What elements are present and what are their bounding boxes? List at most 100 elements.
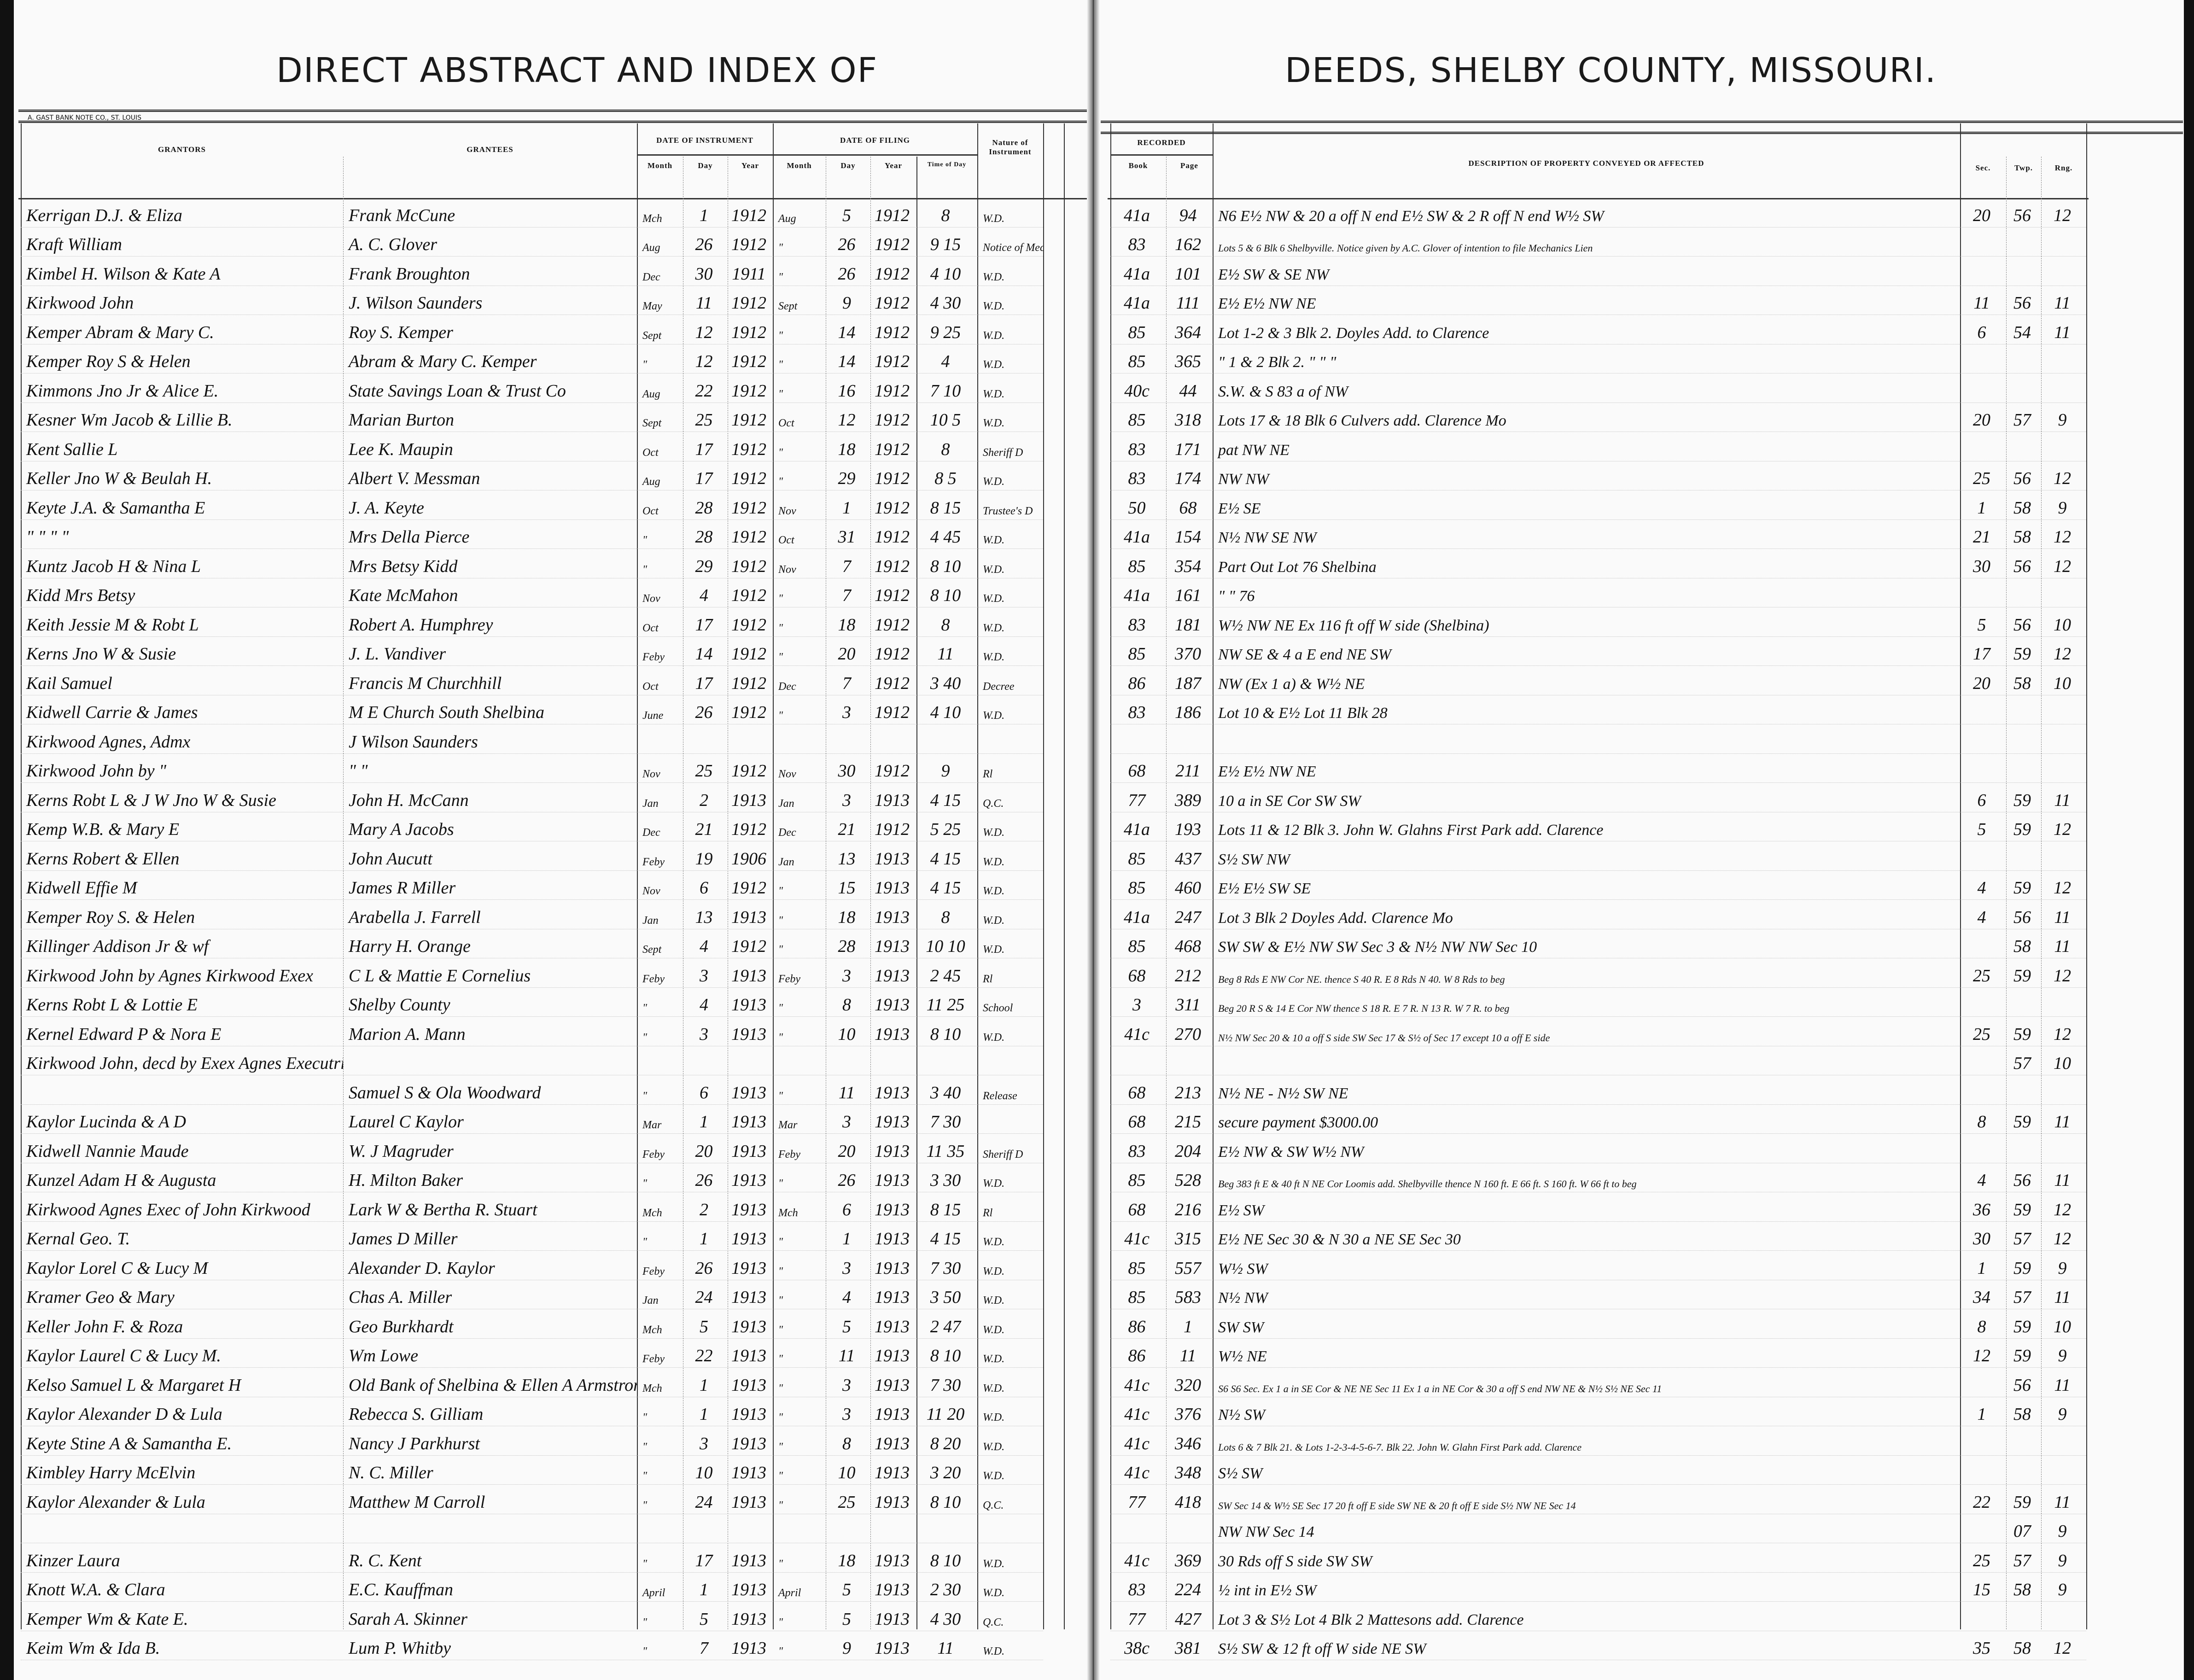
twp-cell: 54 xyxy=(2013,323,2031,342)
nature-cell: W.D. xyxy=(983,301,1005,312)
description-cell: NW NW Sec 14 xyxy=(1218,1524,1314,1540)
instrument-month-cell: " xyxy=(642,1003,648,1014)
book-cell: 85 xyxy=(1128,557,1146,576)
filing-day-cell: 18 xyxy=(838,440,856,459)
nature-cell: W.D. xyxy=(983,1324,1005,1336)
grantor-cell: Kaylor Alexander D & Lula xyxy=(26,1406,222,1424)
filing-time-cell: 10 5 xyxy=(930,411,961,430)
sec-cell: 4 xyxy=(1977,879,1986,898)
grantee-cell: Mary A Jacobs xyxy=(349,821,454,839)
grantee-cell xyxy=(343,1540,637,1543)
ledger-row: Kesner Wm Jacob & Lillie B. Marian Burton… xyxy=(21,403,1043,432)
filing-time-cell: 11 25 xyxy=(926,996,965,1015)
column-rule xyxy=(977,123,978,1629)
instrument-day-cell: 24 xyxy=(695,1289,713,1307)
ledger-row: " " " " Mrs Della Pierce " 28 1912 Oct 31 1912 4… xyxy=(21,520,1043,549)
filing-year-cell: 1912 xyxy=(875,206,910,225)
grantor-cell: Keller Jno W & Beulah H. xyxy=(26,470,212,488)
book-cell: 41c xyxy=(1124,1464,1150,1482)
book-cell: 85 xyxy=(1128,411,1146,430)
instrument-day-cell: 4 xyxy=(700,996,708,1015)
grantee-cell: Shelby County xyxy=(349,996,450,1015)
page-cell: 162 xyxy=(1175,236,1201,254)
filing-year-cell: 1912 xyxy=(875,587,910,605)
page-cell: 376 xyxy=(1175,1406,1201,1424)
nature-cell: W.D. xyxy=(983,1470,1005,1482)
ledger-row: 41c 369 30 Rds off S side SW SW 25 57 9 xyxy=(1110,1543,2086,1573)
filing-day-cell: 6 xyxy=(842,1201,851,1219)
filing-time-cell: 4 15 xyxy=(930,1230,961,1248)
twp-cell: 56 xyxy=(2013,294,2031,313)
instrument-day-cell: 3 xyxy=(700,1435,708,1453)
column-rule xyxy=(637,123,638,1629)
book-cell: 38c xyxy=(1124,1639,1150,1658)
book-cell: 83 xyxy=(1128,616,1146,635)
sec-cell: 6 xyxy=(1977,791,1986,810)
instrument-month-cell: " xyxy=(642,564,648,576)
filing-day-cell: 30 xyxy=(838,762,856,781)
filing-time-cell: 10 10 xyxy=(926,938,965,956)
description-cell: S½ SW & 12 ft off W side NE SW xyxy=(1218,1641,1426,1657)
grantee-cell: J. L. Vandiver xyxy=(349,645,446,664)
ledger-row: 85 365 " 1 & 2 Blk 2. " " " xyxy=(1110,344,2086,373)
twp-cell: 56 xyxy=(2013,908,2031,927)
ledger-row: 83 171 pat NW NE xyxy=(1110,432,2086,461)
rng-cell: 12 xyxy=(2054,1025,2071,1044)
rng-cell: 12 xyxy=(2054,528,2071,547)
filing-time-cell: 4 30 xyxy=(930,294,961,313)
grantor-cell: Kaylor Lorel C & Lucy M xyxy=(26,1259,208,1278)
ledger-row: Kemper Roy S & Helen Abram & Mary C. Kemp… xyxy=(21,344,1043,373)
instrument-year-cell: 1913 xyxy=(731,1230,766,1248)
rng-cell: 12 xyxy=(2054,967,2071,986)
instrument-day-cell: 2 xyxy=(700,1201,708,1219)
rng-cell xyxy=(2041,868,2086,870)
rng-cell xyxy=(2041,458,2086,461)
column-rule xyxy=(2006,157,2007,1629)
ledger-row: Knott W.A. & Clara E.C. Kauffman April 1 191… xyxy=(21,1573,1043,1602)
nature-cell: W.D. xyxy=(983,1646,1005,1657)
ledger-row: 85 318 Lots 17 & 18 Blk 6 Culvers add. Cla… xyxy=(1110,403,2086,432)
filing-day-cell xyxy=(826,751,870,753)
ledger-row: Kent Sallie L Lee K. Maupin Oct 17 1912 " 18 19… xyxy=(21,432,1043,461)
description-cell: Beg 20 R S & 14 E Cor NW thence S 18 R. … xyxy=(1218,1003,1510,1014)
nature-cell xyxy=(977,1131,1043,1133)
filing-month-cell: Nov xyxy=(778,564,796,576)
ledger-row: Kirkwood Agnes, Admx J Wilson Saunders xyxy=(21,724,1043,754)
filing-day-cell: 3 xyxy=(842,967,851,986)
filing-time-cell: 7 30 xyxy=(930,1259,961,1278)
ledger-row: Kirkwood Agnes Exec of John Kirkwood Lark… xyxy=(21,1192,1043,1222)
instrument-month-cell: Mar xyxy=(642,1120,662,1131)
ledger-row: Kunzel Adam H & Augusta H. Milton Baker " 2… xyxy=(21,1163,1043,1192)
grantee-cell: Frank McCune xyxy=(349,206,455,225)
instrument-month-cell: Feby xyxy=(642,1353,665,1365)
sec-cell xyxy=(1960,458,2006,461)
twp-cell: 59 xyxy=(2013,1318,2031,1336)
description-cell: S6 S6 Sec. Ex 1 a in SE Cor & NE NE Sec … xyxy=(1218,1383,1662,1394)
instrument-day-cell: 1 xyxy=(700,1230,708,1248)
instrument-year-cell: 1913 xyxy=(731,1318,766,1336)
instrument-month-cell: Feby xyxy=(642,652,665,663)
filing-day-cell: 14 xyxy=(838,323,856,342)
date-subheader-rule xyxy=(637,154,977,156)
ledger-row: Kidwell Effie M James R Miller Nov 6 1912 " 15… xyxy=(21,871,1043,900)
ledger-row: Kaylor Lorel C & Lucy M Alexander D. Kayl… xyxy=(21,1251,1043,1280)
ledger-row: Keyte Stine A & Samantha E. Nancy J Parkh… xyxy=(21,1426,1043,1456)
filing-year-cell: 1912 xyxy=(875,616,910,635)
filing-month-cell xyxy=(773,1072,826,1075)
grantee-cell: Roy S. Kemper xyxy=(349,323,453,342)
grantor-cell: Kerns Robert & Ellen xyxy=(26,850,180,869)
instrument-month-cell: May xyxy=(642,301,662,312)
ledger-row: 85 460 E½ E½ SW SE 4 59 12 xyxy=(1110,871,2086,900)
ledger-row: Kerrigan D.J. & Eliza Frank McCune Mch 1 191… xyxy=(21,198,1043,228)
grantor-cell: Keith Jessie M & Robt L xyxy=(26,616,199,635)
ledger-row: Killinger Addison Jr & wf Harry H. Orange… xyxy=(21,929,1043,958)
ledger-row: 85 557 W½ SW 1 59 9 xyxy=(1110,1251,2086,1280)
filing-time-cell: 7 30 xyxy=(930,1113,961,1132)
instrument-month-cell: " xyxy=(642,1090,648,1102)
grantee-cell: Wm Lowe xyxy=(349,1347,418,1365)
twp-cell xyxy=(2006,1160,2041,1163)
instrument-day-cell: 10 xyxy=(695,1464,713,1482)
instrument-month-cell: Nov xyxy=(642,593,660,605)
filing-year-cell: 1913 xyxy=(875,938,910,956)
filing-month-cell: " xyxy=(778,330,783,342)
